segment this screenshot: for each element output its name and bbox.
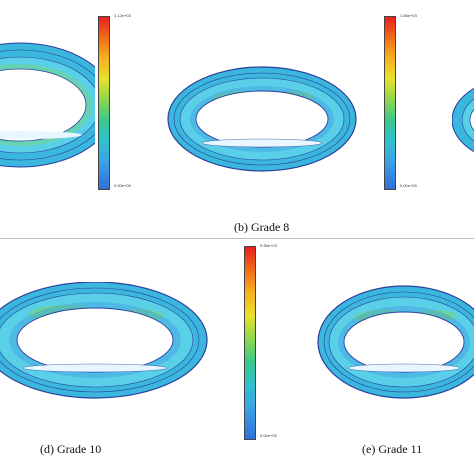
colorbar-c-bottom-label: 0.00e+00: [400, 183, 417, 188]
divider: [0, 238, 474, 239]
caption-e: (e) Grade 11: [362, 442, 423, 456]
panel-e-ring: [310, 284, 474, 402]
panel-a-ring: [0, 30, 95, 180]
colorbar-b-ticks: 1.12e+03: [114, 14, 131, 20]
colorbar-c-bottom: 0.00e+00: [400, 184, 417, 190]
colorbar-b-top-label: 1.12e+03: [114, 13, 131, 18]
colorbar-b-bottom: 0.00e+00: [114, 184, 131, 190]
colorbar-b: [98, 16, 110, 190]
colorbar-e: [244, 246, 256, 440]
colorbar-c-ticks: 1.56e+03: [400, 14, 417, 20]
colorbar-e-ticks: 9.35e+03: [260, 244, 277, 250]
colorbar-b-bottom-label: 0.00e+00: [114, 183, 131, 188]
caption-b: (b) Grade 8: [234, 220, 290, 234]
colorbar-e-bottom: 0.00e+00: [260, 434, 277, 440]
caption-d: (d) Grade 10: [40, 442, 102, 456]
colorbar-c: [384, 16, 396, 190]
panel-c-ring: [452, 70, 474, 170]
colorbar-e-bottom-label: 0.00e+00: [260, 433, 277, 438]
panel-d-ring: [0, 282, 210, 402]
panel-b-ring: [166, 64, 358, 174]
colorbar-e-top-label: 9.35e+03: [260, 243, 277, 248]
colorbar-c-top-label: 1.56e+03: [400, 13, 417, 18]
